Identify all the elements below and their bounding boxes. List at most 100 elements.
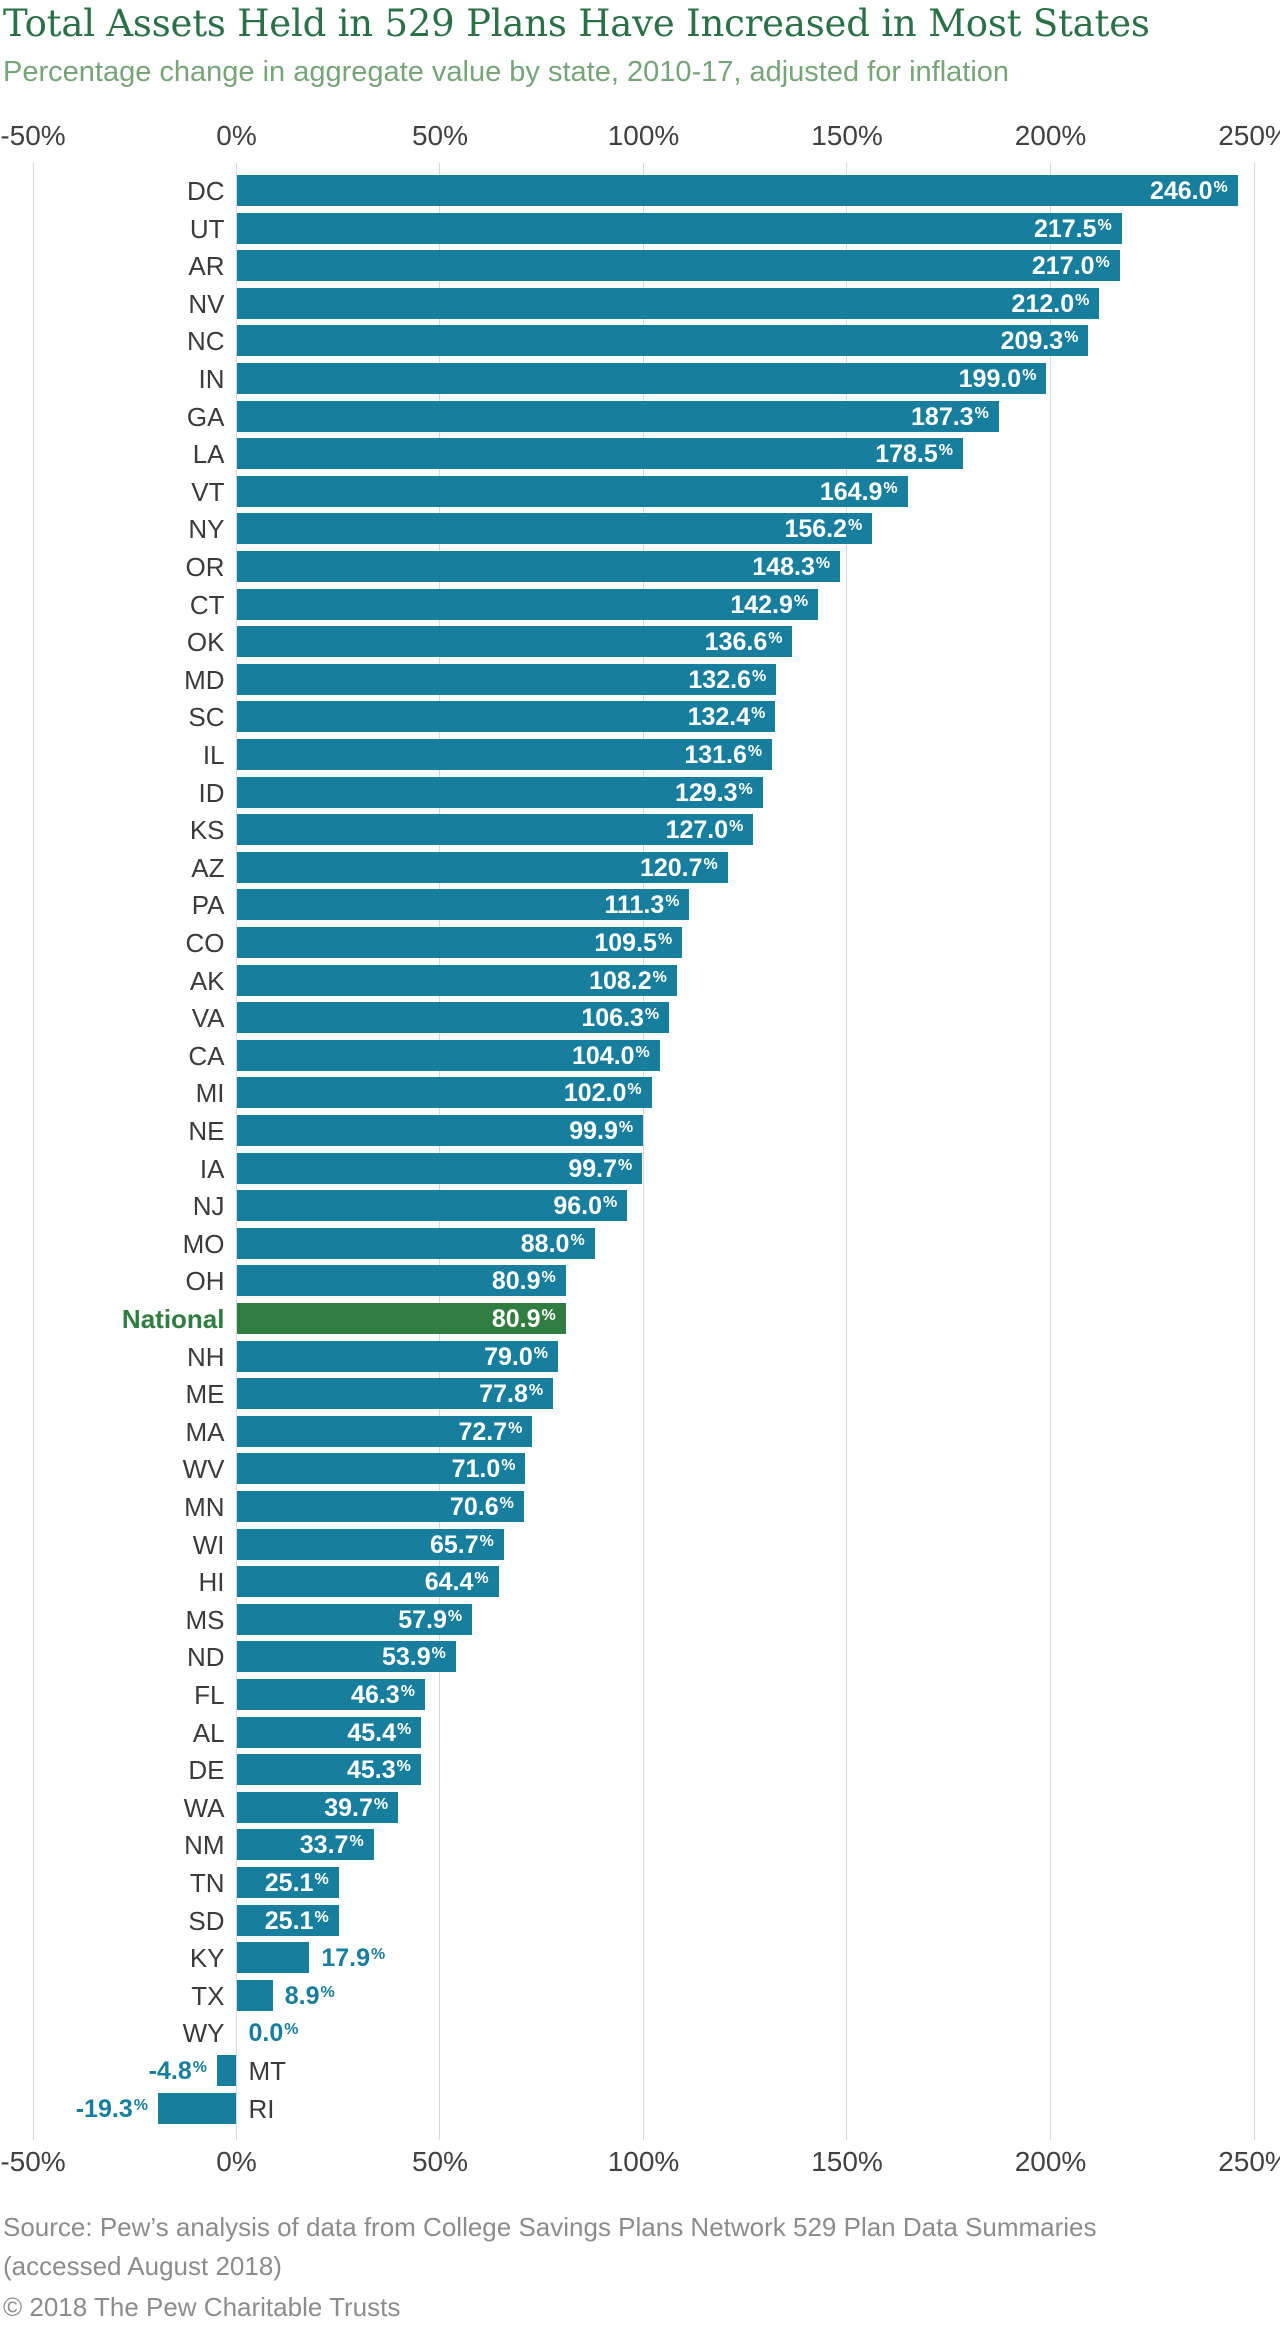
bar-wa <box>236 1791 399 1823</box>
chart-row: ND 53.9% <box>33 1638 1254 1676</box>
category-label: National <box>121 1304 225 1334</box>
category-label: AZ <box>191 852 225 883</box>
chart-row: WA 39.7% <box>33 1789 1254 1827</box>
value-label: 71.0% <box>451 1455 516 1484</box>
bar-il <box>236 739 773 770</box>
value-label: 127.0% <box>665 816 744 845</box>
bar-tx <box>236 1979 273 2011</box>
chart-row: ME 77.8% <box>33 1375 1254 1413</box>
bar-az <box>236 851 728 883</box>
bar-ri <box>157 2092 237 2124</box>
axis-tick-label: 50% <box>411 120 469 151</box>
value-label: 25.1% <box>264 1906 329 1935</box>
category-label: TN <box>189 1868 225 1898</box>
bar-ma <box>236 1415 533 1447</box>
value-label: 111.3% <box>604 891 680 920</box>
category-label: RI <box>248 2093 275 2124</box>
chart-row: IN 199.0% <box>33 360 1254 398</box>
axis-tick-label: -50% <box>0 120 66 151</box>
gridline <box>235 163 237 2140</box>
category-label: ME <box>185 1379 225 1410</box>
category-label: MT <box>248 2056 287 2086</box>
chart-row: TN 25.1% <box>33 1864 1254 1902</box>
value-label: 70.6% <box>449 1493 514 1521</box>
chart-row: KY 17.9% <box>33 1939 1254 1977</box>
value-label: 64.4% <box>424 1568 489 1597</box>
bar-id <box>236 776 763 808</box>
bar-ks <box>236 814 754 846</box>
chart-row: MD 132.6% <box>33 661 1254 699</box>
bar-ar <box>236 250 1120 282</box>
gridline <box>1253 163 1255 2140</box>
category-label: DE <box>188 1755 225 1786</box>
bar-fl <box>236 1679 425 1710</box>
category-label: MD <box>184 664 225 695</box>
chart-row: National 80.9% <box>33 1300 1254 1338</box>
chart-row: NY 156.2% <box>33 510 1254 548</box>
chart-row: RI -19.3% <box>33 2090 1254 2128</box>
bar-nj <box>236 1190 628 1222</box>
chart-row: PA 111.3% <box>33 886 1254 924</box>
category-label: NM <box>184 1830 225 1861</box>
category-label: OH <box>185 1266 225 1297</box>
value-label: 72.7% <box>458 1417 523 1446</box>
bar-mt <box>216 2055 237 2086</box>
value-label: 120.7% <box>639 853 718 882</box>
value-label: 129.3% <box>674 778 753 807</box>
value-label: 142.9% <box>730 590 809 619</box>
bar-ak <box>236 964 677 996</box>
chart-row: FL 46.3% <box>33 1676 1254 1714</box>
chart-row: GA 187.3% <box>33 398 1254 436</box>
chart-row: WI 65.7% <box>33 1526 1254 1564</box>
bar-vt <box>236 475 908 507</box>
axis-tick-label: 250% <box>1218 120 1280 151</box>
bar-nh <box>236 1340 559 1372</box>
category-label: CT <box>189 589 225 620</box>
bar-ut <box>236 212 1122 244</box>
category-label: IL <box>202 740 225 770</box>
chart-title: Total Assets Held in 529 Plans Have Incr… <box>3 2 1150 45</box>
axis-tick-label: 150% <box>811 2146 883 2177</box>
chart-row: CO 109.5% <box>33 924 1254 962</box>
category-label: NV <box>188 288 225 319</box>
value-label: 131.6% <box>684 741 763 769</box>
category-label: NY <box>188 514 225 545</box>
category-label: UT <box>189 213 225 244</box>
value-label: 106.3% <box>581 1004 660 1033</box>
value-label: 80.9% <box>491 1305 556 1333</box>
value-label: 77.8% <box>479 1380 544 1409</box>
value-label: -4.8% <box>148 2057 207 2085</box>
value-label: 164.9% <box>819 477 898 506</box>
chart-row: MO 88.0% <box>33 1225 1254 1263</box>
chart-row: VA 106.3% <box>33 999 1254 1037</box>
category-label: WY <box>182 2018 225 2049</box>
chart-row: HI 64.4% <box>33 1563 1254 1601</box>
category-label: IA <box>199 1153 225 1184</box>
category-label: SD <box>188 1905 225 1936</box>
value-label: 199.0% <box>958 365 1037 393</box>
bar-wv <box>236 1453 526 1485</box>
category-label: AR <box>188 251 225 282</box>
chart-row: OR 148.3% <box>33 548 1254 586</box>
bar-pa <box>236 889 690 921</box>
value-label: -19.3% <box>75 2094 148 2123</box>
value-label: 217.0% <box>1031 252 1110 281</box>
category-label: NJ <box>192 1191 225 1222</box>
bar-ia <box>236 1152 643 1184</box>
category-label: VA <box>191 1003 225 1034</box>
x-axis-bottom: -50% 0% 50% 100% 150% 200% 250% <box>0 2146 1280 2180</box>
chart-subtitle: Percentage change in aggregate value by … <box>3 56 1010 88</box>
bar-mi <box>236 1077 652 1109</box>
value-label: 148.3% <box>752 553 831 581</box>
category-label: OR <box>185 552 225 582</box>
category-label: SC <box>188 702 225 733</box>
chart-row: AZ 120.7% <box>33 849 1254 887</box>
bar-sc <box>236 701 776 733</box>
category-label: GA <box>186 401 225 432</box>
axis-tick-label: 0% <box>216 2146 257 2177</box>
axis-tick-label: 150% <box>811 120 883 151</box>
category-label: CO <box>185 928 225 958</box>
bar-ms <box>236 1603 473 1635</box>
x-axis-top: -50% 0% 50% 100% 150% 200% 250% <box>0 120 1280 154</box>
bar-rows: DC 246.0% UT 217.5% AR 217.0% NV 212.0% NC 209.3%… <box>33 172 1254 2128</box>
